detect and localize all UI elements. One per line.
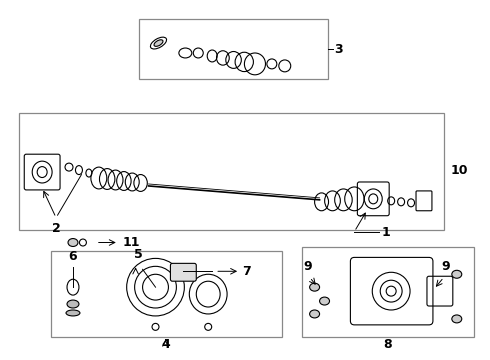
- Ellipse shape: [68, 239, 78, 247]
- FancyBboxPatch shape: [171, 264, 196, 281]
- Text: 5: 5: [134, 248, 143, 261]
- Text: 3: 3: [335, 42, 343, 55]
- Ellipse shape: [154, 40, 163, 46]
- Ellipse shape: [310, 283, 319, 291]
- Text: 1: 1: [381, 226, 390, 239]
- Ellipse shape: [310, 310, 319, 318]
- Text: 9: 9: [303, 260, 312, 273]
- Text: 7: 7: [242, 265, 251, 278]
- Text: 9: 9: [441, 260, 450, 273]
- Text: 11: 11: [122, 236, 140, 249]
- Ellipse shape: [319, 297, 329, 305]
- Ellipse shape: [452, 270, 462, 278]
- Text: 6: 6: [69, 250, 77, 264]
- Ellipse shape: [66, 310, 80, 316]
- Text: 2: 2: [52, 222, 60, 235]
- Text: 4: 4: [161, 338, 170, 351]
- Ellipse shape: [67, 300, 79, 308]
- Ellipse shape: [452, 315, 462, 323]
- Text: 10: 10: [451, 163, 468, 176]
- Text: 8: 8: [383, 338, 392, 351]
